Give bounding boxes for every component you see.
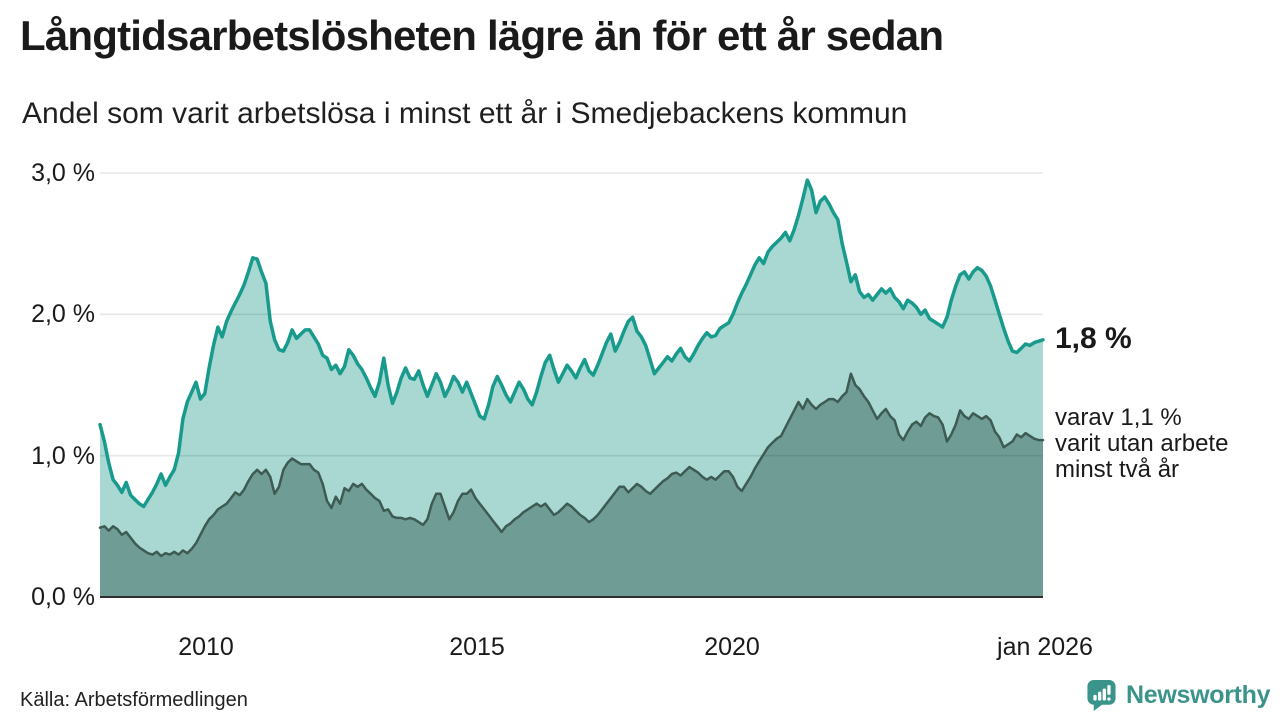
y-axis-tick-2: 2,0 % <box>31 300 95 328</box>
page-title: Långtidsarbetslösheten lägre än för ett … <box>20 12 944 59</box>
x-axis-tick-2020: 2020 <box>704 633 760 661</box>
x-axis-tick-jan-2026: jan 2026 <box>997 633 1093 661</box>
page-subtitle: Andel som varit arbetslösa i minst ett å… <box>22 97 908 130</box>
series2-annotation-line2: varit utan arbete <box>1055 430 1229 457</box>
y-axis-tick-3: 3,0 % <box>31 159 95 187</box>
x-axis-tick-2010: 2010 <box>178 633 234 661</box>
brand-name: Newsworthy <box>1126 681 1271 709</box>
y-axis-tick-1: 1,0 % <box>31 442 95 470</box>
newsworthy-icon <box>1087 680 1116 711</box>
series2-annotation: varav 1,1 % varit utan arbete minst två … <box>1055 405 1228 483</box>
series2-annotation-line3: minst två år <box>1055 456 1180 483</box>
series2-annotation-line1: varav 1,1 % <box>1055 404 1182 431</box>
series-end-value-label: 1,8 % <box>1055 322 1132 355</box>
x-axis-tick-2015: 2015 <box>449 633 505 661</box>
source-attribution: Källa: Arbetsförmedlingen <box>20 689 248 711</box>
y-axis-tick-0: 0,0 % <box>31 583 95 611</box>
brand-logo: Newsworthy <box>1086 679 1271 712</box>
